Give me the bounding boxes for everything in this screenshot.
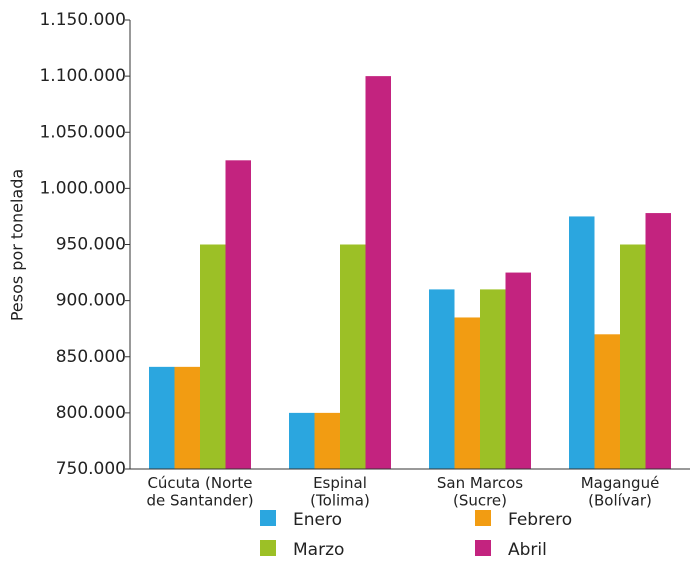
bar	[225, 160, 251, 469]
y-tick-label: 1.050.000	[39, 122, 126, 142]
bar	[645, 213, 671, 469]
bar	[505, 272, 531, 469]
legend-label: Abril	[508, 540, 547, 560]
y-tick-label: 1.150.000	[39, 10, 126, 30]
legend-swatch	[475, 540, 491, 556]
y-tick-label: 850.000	[56, 347, 126, 367]
y-tick-label: 1.100.000	[39, 66, 126, 86]
x-tick-label: Magangué (Bolívar)	[581, 474, 660, 509]
x-tick-label: San Marcos (Sucre)	[437, 474, 523, 509]
bar	[314, 412, 340, 469]
bar	[594, 334, 620, 469]
bar	[149, 366, 175, 469]
bar	[289, 412, 315, 469]
y-tick-label: 750.000	[56, 459, 126, 479]
legend-label: Enero	[293, 510, 342, 530]
bar	[480, 289, 506, 469]
y-tick-label: 1.000.000	[39, 178, 126, 198]
bar	[429, 289, 455, 469]
x-tick-label: Espinal (Tolima)	[310, 474, 370, 509]
bar	[340, 244, 366, 469]
bar	[569, 216, 595, 469]
legend-swatch	[475, 510, 491, 526]
legend-label: Febrero	[508, 510, 572, 530]
y-tick-label: 900.000	[56, 291, 126, 311]
legend-label: Marzo	[293, 540, 344, 560]
bar	[200, 244, 226, 469]
y-tick-label: 800.000	[56, 403, 126, 423]
bar	[454, 317, 480, 469]
bar	[365, 76, 391, 469]
y-tick-label: 950.000	[56, 235, 126, 255]
legend-swatch	[260, 510, 276, 526]
legend-swatch	[260, 540, 276, 556]
x-tick-label: Cúcuta (Norte de Santander)	[146, 474, 253, 509]
bar	[620, 244, 646, 469]
y-axis-label: Pesos por tonelada	[8, 169, 27, 321]
bar	[174, 366, 200, 469]
